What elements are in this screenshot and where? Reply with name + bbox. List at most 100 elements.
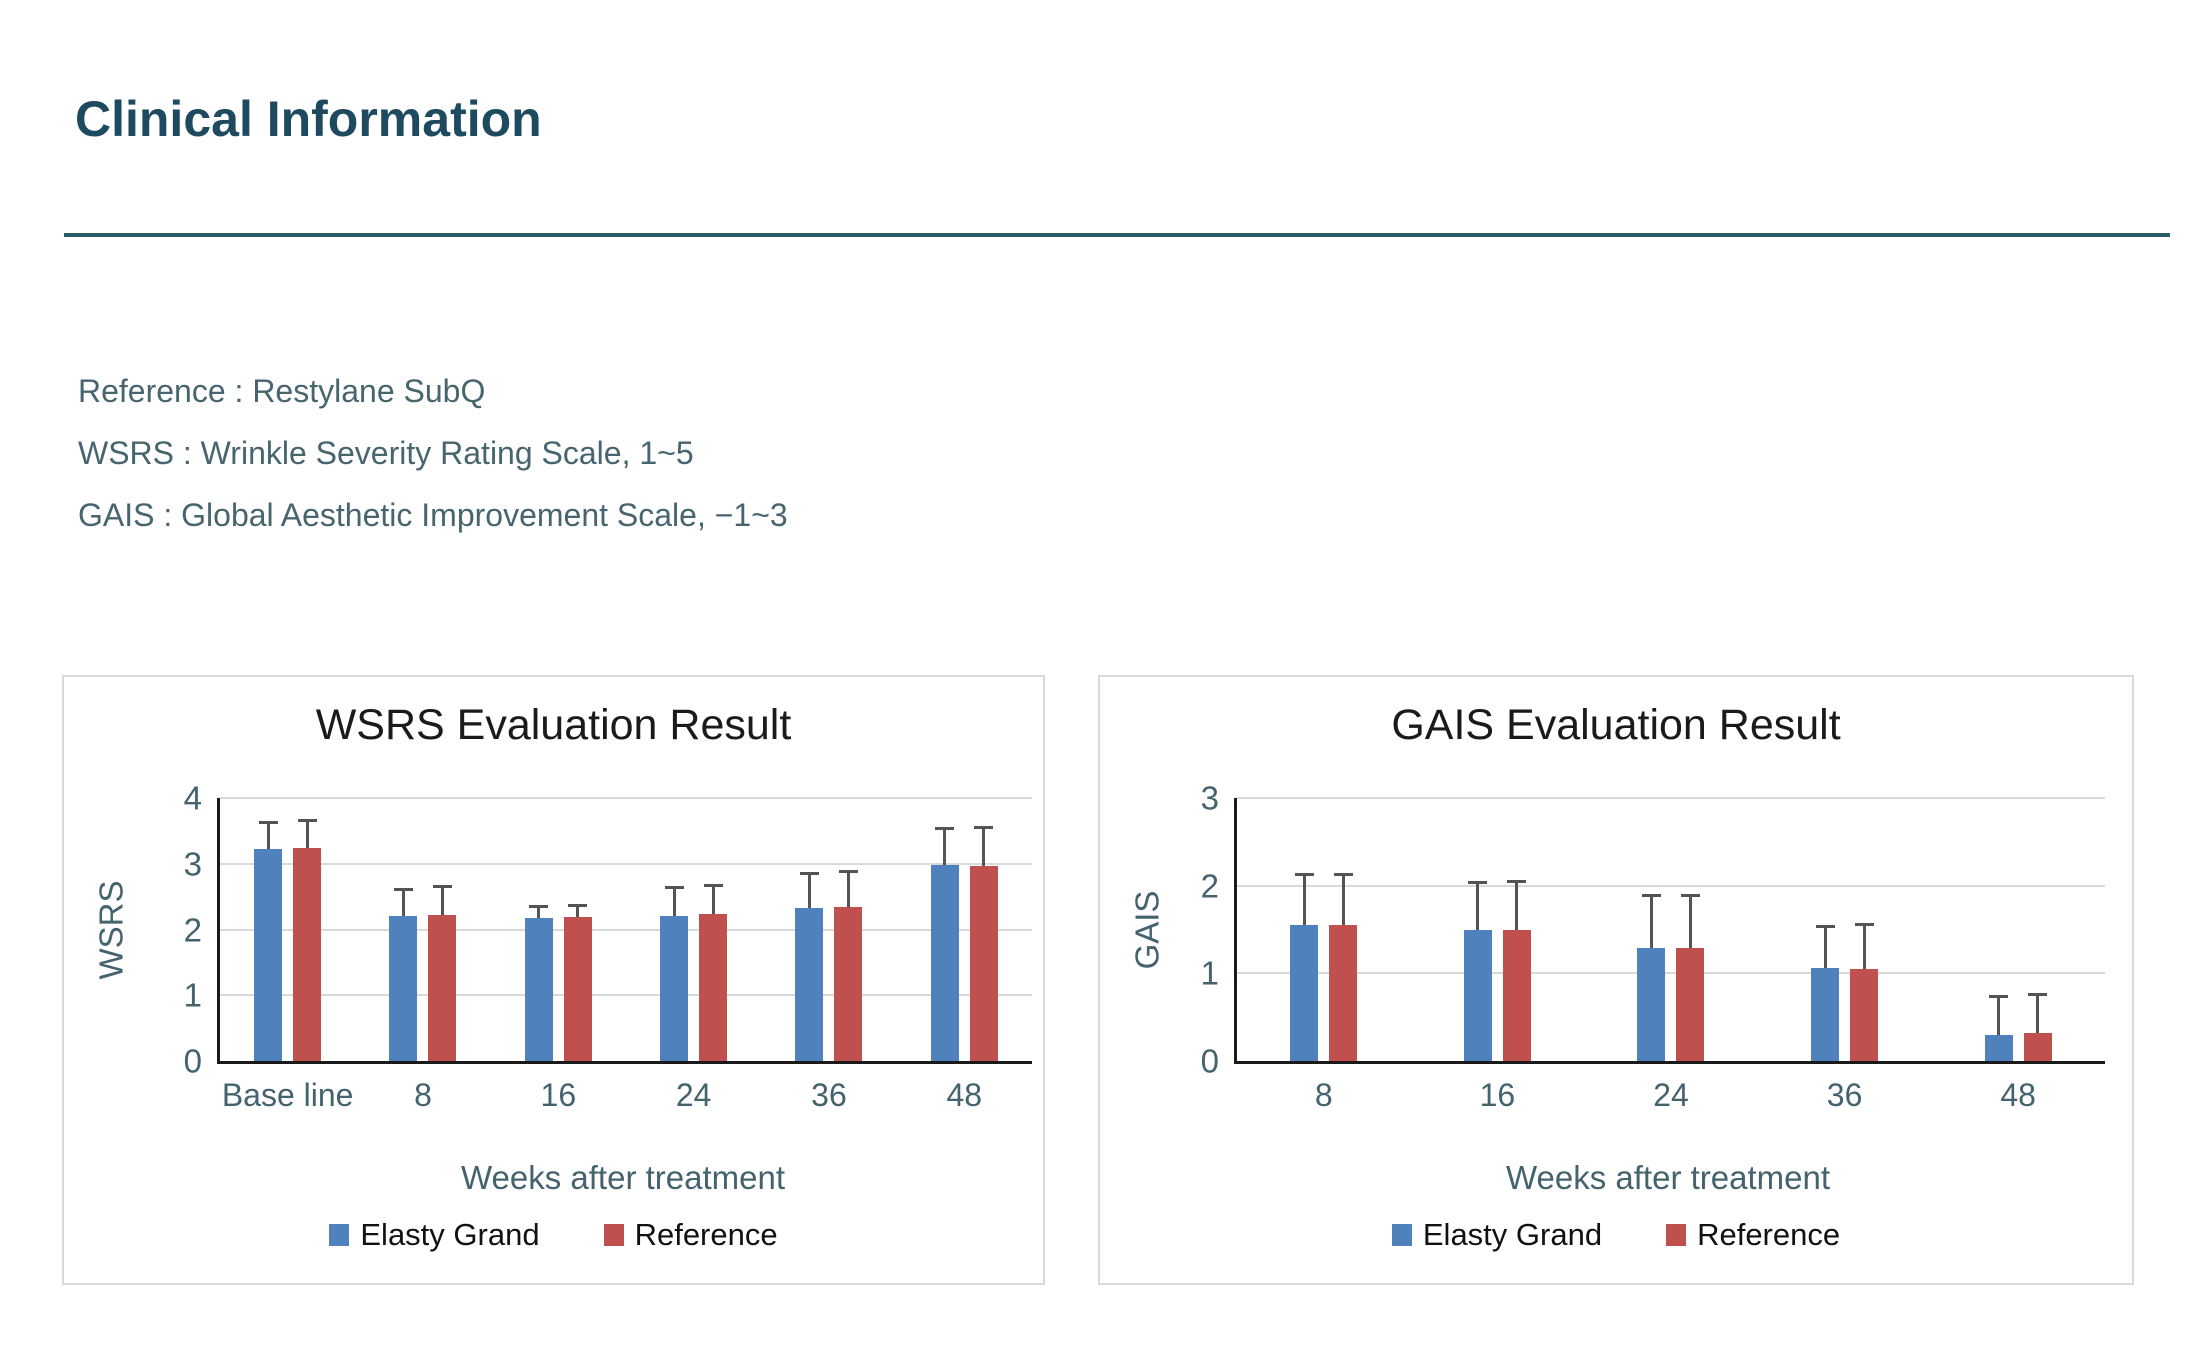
category-row: 8 16 24 36 48 xyxy=(1237,798,2105,1113)
error-bar xyxy=(846,870,850,908)
y-tick-label: 2 xyxy=(183,911,202,948)
bar-holder xyxy=(1811,798,1840,1061)
wsrs-chart-title: WSRS Evaluation Result xyxy=(315,701,792,749)
error-bar xyxy=(537,905,541,919)
wsrs-legend: Elasty Grand Reference xyxy=(64,1217,1043,1253)
legend-label: Reference xyxy=(634,1217,778,1252)
error-bar xyxy=(2036,992,2040,1033)
gais-y-axis-label: GAIS xyxy=(1124,798,1170,1061)
legend-item-reference: Reference xyxy=(603,1217,778,1253)
bar-reference-16 xyxy=(563,917,592,1061)
elasty-grand-swatch-icon xyxy=(329,1224,350,1246)
wsrs-y-axis-label-text: WSRS xyxy=(92,880,129,979)
bar-holder xyxy=(795,798,824,1061)
bar-holder xyxy=(834,798,863,1061)
bar-holder xyxy=(524,798,553,1061)
bar-reference-36 xyxy=(834,907,863,1061)
x-tick-label: 8 xyxy=(1314,1077,1333,1113)
error-bar-cap xyxy=(1680,894,1700,898)
gais-y-axis-label-text: GAIS xyxy=(1128,890,1166,969)
bar-reference-24 xyxy=(1676,947,1705,1061)
wsrs-y-axis-label: WSRS xyxy=(88,798,134,1061)
bar-elasty-grand-8 xyxy=(389,916,418,1061)
error-bar-cap xyxy=(1507,880,1527,884)
category-cell: 48 xyxy=(1931,798,2105,1113)
bar-holder xyxy=(254,798,283,1061)
error-bar-cap xyxy=(297,819,317,823)
gridline xyxy=(1237,972,2105,975)
error-bar-cap xyxy=(393,888,413,892)
category-cell: 24 xyxy=(1584,798,1758,1113)
bar-holder xyxy=(1984,798,2013,1061)
error-bar xyxy=(1341,872,1345,926)
error-bar xyxy=(943,826,947,866)
bar-elasty-grand-base-line xyxy=(254,848,283,1061)
gais-x-axis-label: Weeks after treatment xyxy=(1505,1159,1831,1196)
bar-reference-8 xyxy=(1329,925,1358,1061)
bar-holder xyxy=(930,798,959,1061)
bar-elasty-grand-48 xyxy=(930,865,959,1061)
bar-holder xyxy=(699,798,728,1061)
reference-swatch-icon xyxy=(603,1224,624,1246)
elasty-grand-swatch-icon xyxy=(1391,1224,1412,1246)
legend-label: Elasty Grand xyxy=(360,1217,540,1252)
y-tick-label: 0 xyxy=(183,1042,202,1080)
wsrs-plot-area: 0 1 2 3 4 Base line 8 16 24 36 48 xyxy=(184,782,1032,1113)
reference-swatch-icon xyxy=(1666,1224,1687,1246)
legend-item-elasty-grand: Elasty Grand xyxy=(329,1217,540,1253)
error-bar-cap xyxy=(258,821,278,825)
legend-item-elasty-grand: Elasty Grand xyxy=(1391,1217,1602,1253)
bar-reference-8 xyxy=(428,915,457,1061)
error-bar xyxy=(1862,923,1866,969)
gais-chart-panel: GAIS Evaluation Result GAIS 0 1 2 3 8 16 24 36 4… xyxy=(1098,675,2134,1285)
bar-holder xyxy=(969,798,998,1061)
x-tick-label: 48 xyxy=(2000,1077,2036,1113)
gridline xyxy=(220,797,1032,799)
error-bar xyxy=(807,872,811,908)
y-tick-label: 3 xyxy=(183,845,202,883)
error-bar xyxy=(1688,894,1692,948)
bar-reference-16 xyxy=(1502,929,1531,1061)
error-bar-cap xyxy=(799,872,819,876)
x-tick-label: 8 xyxy=(414,1077,432,1113)
bar-elasty-grand-36 xyxy=(795,907,824,1061)
error-bar-cap xyxy=(935,826,955,830)
gridline xyxy=(220,928,1032,931)
wsrs-chart-panel: WSRS Evaluation Result WSRS 0 1 2 3 4 Base li… xyxy=(62,675,1045,1285)
bar-elasty-grand-16 xyxy=(1463,929,1492,1061)
category-cell: 16 xyxy=(1411,798,1585,1113)
error-bar xyxy=(1515,880,1519,930)
error-bar-cap xyxy=(568,903,588,907)
x-tick-label: Base line xyxy=(221,1077,354,1113)
bar-holder xyxy=(1676,798,1705,1061)
gais-plot-area: 0 1 2 3 8 16 24 36 48 xyxy=(1201,782,2105,1113)
title-divider-line xyxy=(64,233,2170,237)
error-bar xyxy=(1997,995,2001,1035)
bar-holder xyxy=(1463,798,1492,1061)
x-tick-label: 24 xyxy=(675,1077,712,1113)
error-bar-cap xyxy=(1854,923,1874,927)
category-cell: 24 xyxy=(626,798,761,1113)
page-title: Clinical Information xyxy=(75,91,542,147)
category-row: Base line 8 16 24 36 48 xyxy=(220,798,1032,1113)
category-cell: 8 xyxy=(355,798,490,1113)
bar-elasty-grand-8 xyxy=(1290,925,1319,1061)
gridline xyxy=(1237,797,2105,799)
x-tick-label: 24 xyxy=(1653,1077,1689,1113)
bar-elasty-grand-48 xyxy=(1984,1034,2013,1061)
error-bar-cap xyxy=(974,826,994,830)
x-tick-label: 16 xyxy=(540,1077,577,1113)
bar-reference-48 xyxy=(2023,1032,2052,1061)
error-bar-cap xyxy=(1294,873,1314,877)
category-cell: 8 xyxy=(1237,798,1411,1113)
y-tick-label: 2 xyxy=(1200,867,1219,905)
y-tick-label: 0 xyxy=(1200,1042,1219,1080)
error-bar-cap xyxy=(664,886,684,890)
error-bar xyxy=(982,826,986,867)
error-bar-cap xyxy=(1989,995,2009,999)
error-bar xyxy=(305,819,309,848)
error-bar-cap xyxy=(1641,894,1661,898)
bar-holder xyxy=(563,798,592,1061)
bar-holder xyxy=(1637,798,1666,1061)
bar-reference-24 xyxy=(699,914,728,1061)
